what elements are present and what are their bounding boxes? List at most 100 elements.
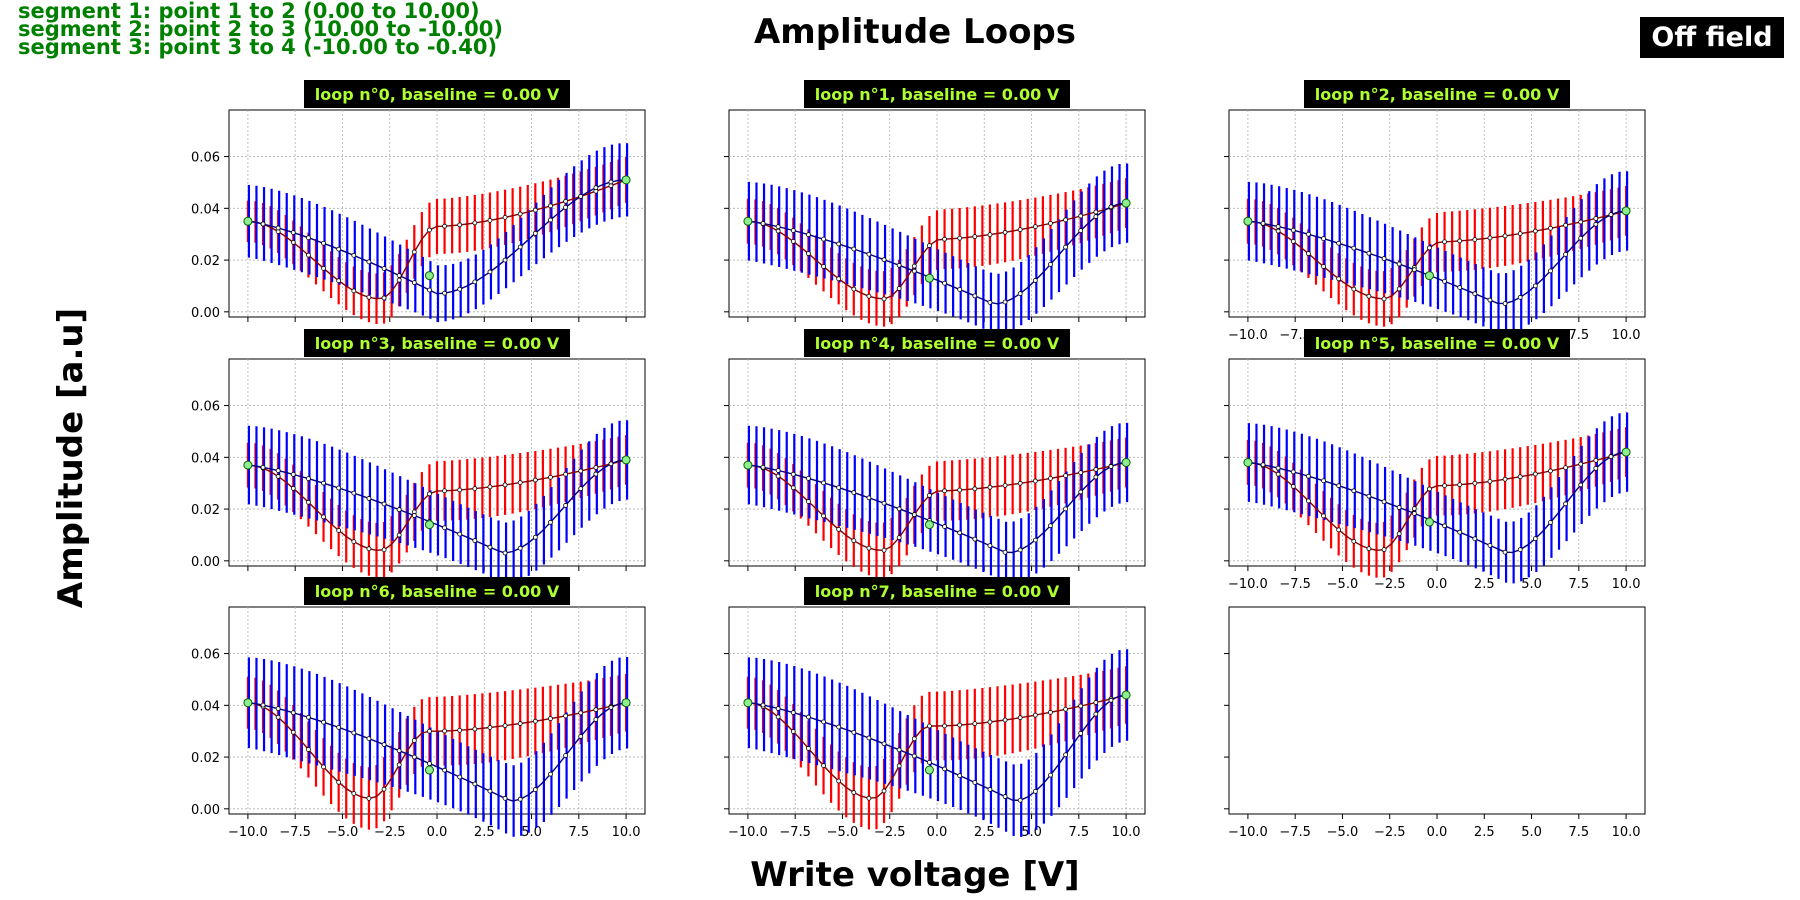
data-point-forward: [790, 238, 796, 244]
data-point-forward: [411, 738, 417, 743]
segment-endpoint: [424, 765, 434, 775]
data-point-forward: [351, 288, 357, 294]
data-point-forward: [851, 538, 857, 544]
data-point-forward: [1351, 538, 1357, 544]
data-point-reverse: [972, 293, 978, 299]
data-point-reverse: [1351, 488, 1357, 494]
data-point-forward: [593, 465, 599, 470]
data-point-reverse: [502, 257, 508, 263]
x-tick-label: 7.5: [568, 825, 589, 840]
x-tick-label: −5.0: [827, 825, 859, 840]
data-point-reverse: [1578, 482, 1584, 488]
data-point-forward: [1366, 293, 1372, 299]
data-point-forward: [1578, 461, 1584, 467]
data-point-forward: [1306, 251, 1311, 257]
data-point-reverse: [578, 734, 584, 739]
data-point-forward: [321, 514, 326, 520]
data-point-forward: [1487, 235, 1493, 241]
data-point-reverse: [472, 538, 478, 543]
data-point-reverse: [957, 530, 963, 536]
data-point-reverse: [563, 753, 568, 758]
data-point-forward: [866, 795, 872, 801]
data-point-forward: [502, 723, 508, 729]
data-point-forward: [972, 486, 978, 492]
data-point-reverse: [290, 710, 296, 716]
data-point-forward: [1063, 706, 1068, 712]
data-point-forward: [427, 728, 432, 734]
y-tick-label: 0.04: [191, 202, 220, 217]
data-point-reverse: [1063, 752, 1068, 758]
data-point-reverse: [1563, 251, 1568, 257]
data-point-reverse: [760, 464, 766, 470]
data-point-forward: [1427, 486, 1432, 492]
data-point-reverse: [1017, 291, 1023, 296]
data-point-forward: [790, 485, 796, 491]
data-point-forward: [487, 484, 493, 490]
panel-title-bg: [304, 329, 570, 357]
loop-panel-8: −10.0 −7.5 −5.0 −2.5 0.0 2.5 5.0 7.5 10.0: [1224, 606, 1646, 840]
data-point-reverse: [517, 796, 523, 802]
segment-endpoint: [243, 460, 253, 470]
data-point-forward: [411, 249, 417, 255]
data-point-forward: [1063, 473, 1068, 479]
data-point-reverse: [1108, 204, 1114, 210]
data-point-forward: [290, 729, 296, 735]
data-point-reverse: [1032, 788, 1038, 794]
panel-title-bg: [304, 577, 570, 605]
data-point-reverse: [321, 240, 326, 246]
data-point-forward: [336, 528, 342, 533]
data-point-reverse: [1532, 536, 1538, 542]
data-point-reverse: [836, 485, 842, 490]
panel-title: loop n°4, baseline = 0.00 V: [804, 329, 1070, 357]
data-point-reverse: [336, 725, 342, 730]
y-tick-label: 0.00: [191, 803, 220, 818]
x-tick-label: 2.5: [1474, 577, 1495, 592]
panel-title-bg: [1304, 80, 1570, 108]
data-point-reverse: [927, 759, 932, 765]
y-tick-label: 0.02: [191, 503, 220, 518]
data-point-forward: [836, 276, 842, 282]
data-point-forward: [321, 764, 326, 770]
data-point-reverse: [442, 290, 447, 296]
data-point-forward: [442, 488, 447, 494]
data-point-forward: [881, 296, 887, 302]
data-point-reverse: [821, 236, 826, 242]
data-point-forward: [1017, 480, 1023, 486]
data-point-reverse: [790, 471, 796, 477]
data-point-forward: [806, 499, 811, 504]
mean-line-forward: [747, 202, 1127, 300]
data-point-forward: [1048, 709, 1053, 715]
data-point-reverse: [260, 702, 266, 708]
data-point-reverse: [851, 729, 857, 735]
data-point-forward: [775, 228, 781, 234]
data-point-forward: [927, 243, 932, 248]
data-point-forward: [1002, 229, 1008, 235]
mean-line-reverse: [247, 179, 627, 295]
data-point-reverse: [1336, 483, 1342, 489]
data-point-reverse: [1502, 549, 1508, 555]
data-point-forward: [548, 716, 553, 722]
data-point-forward: [1548, 468, 1553, 474]
data-point-reverse: [1275, 224, 1281, 229]
x-tick-label: 0.0: [1427, 825, 1448, 840]
x-tick-label: 10.0: [1612, 328, 1641, 343]
x-tick-label: 7.5: [1568, 577, 1589, 592]
x-tick-label: 5.0: [1521, 577, 1542, 592]
data-point-forward: [532, 477, 538, 483]
data-point-forward: [851, 790, 857, 795]
data-point-reverse: [608, 461, 614, 467]
data-point-forward: [1093, 209, 1099, 215]
data-point-reverse: [1593, 221, 1599, 227]
data-point-reverse: [1093, 711, 1099, 717]
data-point-reverse: [1351, 245, 1357, 251]
x-tick-label: 10.0: [1612, 577, 1641, 592]
panel-title-text: loop n°0, baseline = 0.00 V: [315, 85, 560, 104]
data-point-reverse: [1032, 278, 1038, 283]
data-point-forward: [1093, 700, 1099, 705]
data-point-forward: [593, 707, 599, 713]
data-point-reverse: [806, 714, 811, 720]
data-point-reverse: [896, 506, 902, 512]
data-point-forward: [1093, 467, 1099, 472]
data-point-reverse: [775, 224, 781, 230]
data-point-forward: [366, 546, 372, 552]
